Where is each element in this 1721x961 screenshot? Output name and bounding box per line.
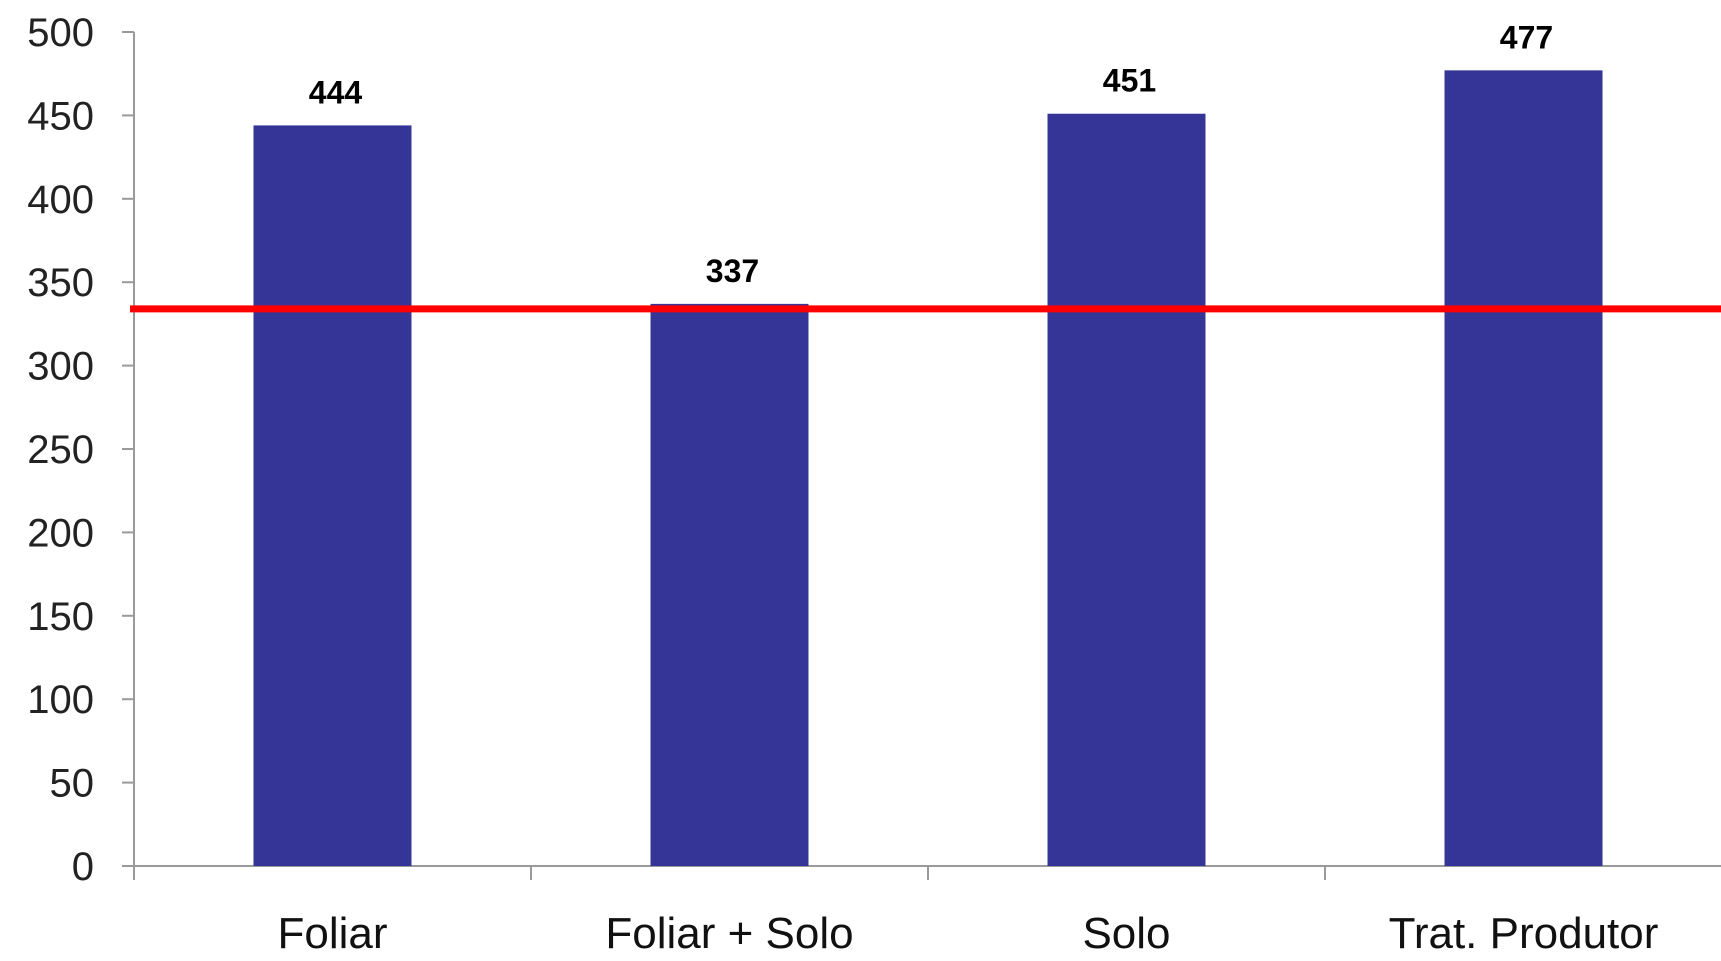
data-label: 451 [1103, 63, 1156, 99]
category-label: Solo [1082, 909, 1170, 956]
bar [650, 303, 809, 866]
category-label: Trat. Produtor [1389, 909, 1659, 956]
y-tick-label: 400 [27, 178, 94, 222]
labels-group: 0 50 100 150 200 250 300 350 400 450 500 444 Foliar 3… [27, 11, 1659, 958]
bar [1047, 113, 1206, 867]
y-tick-label: 150 [27, 595, 94, 639]
data-label: 444 [309, 74, 363, 110]
category-label: Foliar [277, 909, 387, 956]
bar [253, 125, 412, 866]
y-tick-label: 500 [27, 11, 94, 55]
bar [1444, 70, 1603, 866]
data-label: 337 [706, 253, 759, 289]
y-tick-label: 450 [27, 94, 94, 138]
y-tick-label: 250 [27, 428, 94, 472]
y-tick-label: 350 [27, 261, 94, 305]
y-tick-label: 0 [72, 845, 94, 889]
y-tick-label: 50 [50, 762, 95, 806]
data-label: 477 [1500, 19, 1553, 55]
category-label: Foliar + Solo [605, 909, 853, 956]
y-tick-label: 200 [27, 511, 94, 555]
y-tick-label: 100 [27, 678, 94, 722]
y-tick-label: 300 [27, 345, 94, 389]
bars-group [253, 70, 1603, 867]
